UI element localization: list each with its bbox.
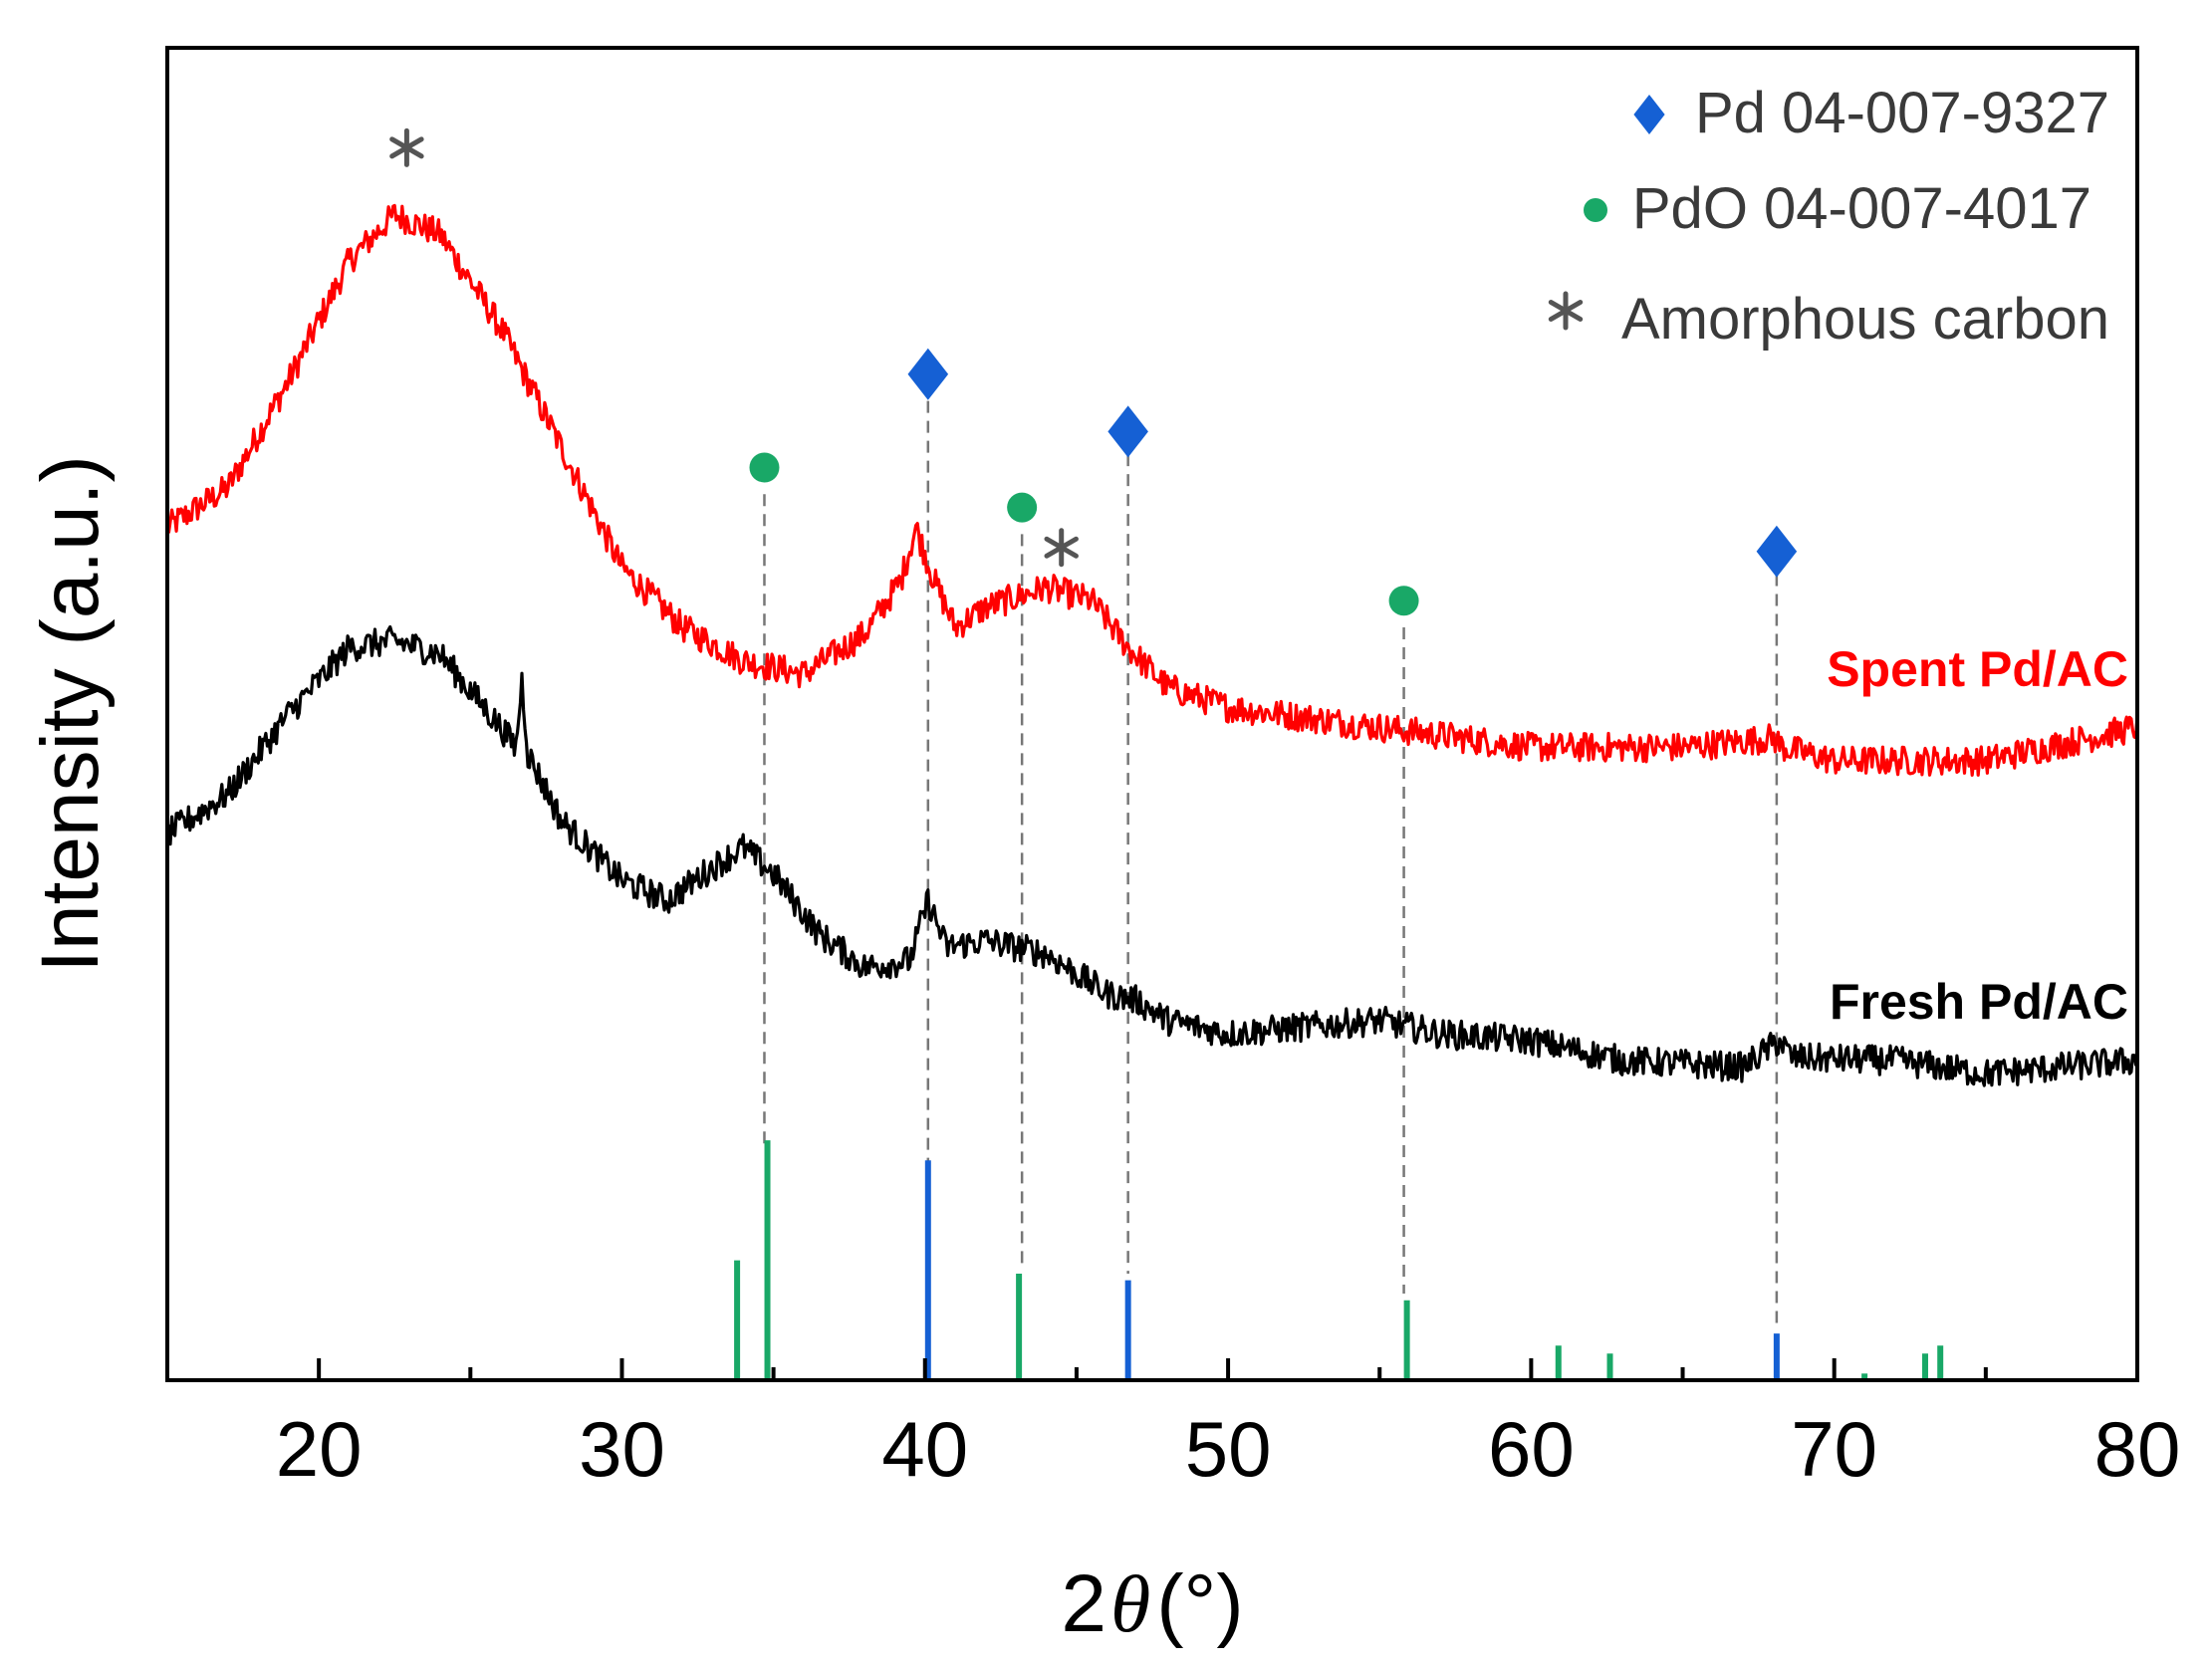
asterisk-stroke xyxy=(1044,536,1079,559)
asterisk-stroke xyxy=(389,136,424,159)
legend-circle-icon xyxy=(1584,198,1607,222)
pdo-peak-marker-icon xyxy=(1007,492,1038,523)
pd-peak-marker-icon xyxy=(907,348,949,400)
x-tick-label: 50 xyxy=(1185,1405,1272,1493)
pdo-peak-marker-icon xyxy=(749,452,780,483)
pd-peak-marker-icon xyxy=(1107,405,1148,458)
x-tick-label: 40 xyxy=(881,1405,968,1493)
diffraction-curves xyxy=(165,203,2139,1087)
peak-markers xyxy=(389,127,1798,616)
x-tick-label: 70 xyxy=(1791,1405,1877,1493)
legend-diamond-icon xyxy=(1633,95,1665,134)
reference-peaks xyxy=(734,1140,1944,1380)
asterisk-stroke xyxy=(1548,300,1584,322)
carbon-peak-marker-icon xyxy=(389,127,424,167)
y-axis-title: Intensity (a.u.) xyxy=(25,455,116,973)
legend-asterisk-icon xyxy=(1548,291,1584,331)
x-axis-ticks: 20 30 40 50 60 70 80 xyxy=(165,1358,2181,1493)
pd-peak-marker-icon xyxy=(1756,525,1798,578)
spent-curve xyxy=(165,203,2139,777)
series-label-fresh: Fresh Pd/AC xyxy=(1830,974,2128,1030)
x-tick-label: 30 xyxy=(579,1405,665,1493)
x-axis-title: 2θ(°) xyxy=(1061,1558,1243,1649)
plot-frame xyxy=(165,46,2139,1382)
x-axis-title-unit: (°) xyxy=(1156,1558,1243,1649)
series-label-spent: Spent Pd/AC xyxy=(1827,641,2128,697)
pdo-peak-marker-icon xyxy=(1388,586,1419,616)
carbon-peak-marker-icon xyxy=(1044,528,1079,568)
x-axis-title-symbol: θ xyxy=(1110,1558,1150,1649)
x-axis-title-prefix: 2 xyxy=(1061,1558,1106,1649)
legend-label-carbon: Amorphous carbon xyxy=(1621,287,2109,352)
x-tick-label: 80 xyxy=(2094,1405,2181,1493)
x-tick-label: 20 xyxy=(276,1405,363,1493)
x-tick-label: 60 xyxy=(1488,1405,1575,1493)
legend-label-pdo: PdO 04-007-4017 xyxy=(1632,176,2091,241)
legend-label-pd: Pd 04-007-9327 xyxy=(1695,81,2109,145)
legend: Pd 04-007-9327 PdO 04-007-4017 Amorphous… xyxy=(1548,81,2109,352)
fresh-curve xyxy=(165,624,2139,1087)
